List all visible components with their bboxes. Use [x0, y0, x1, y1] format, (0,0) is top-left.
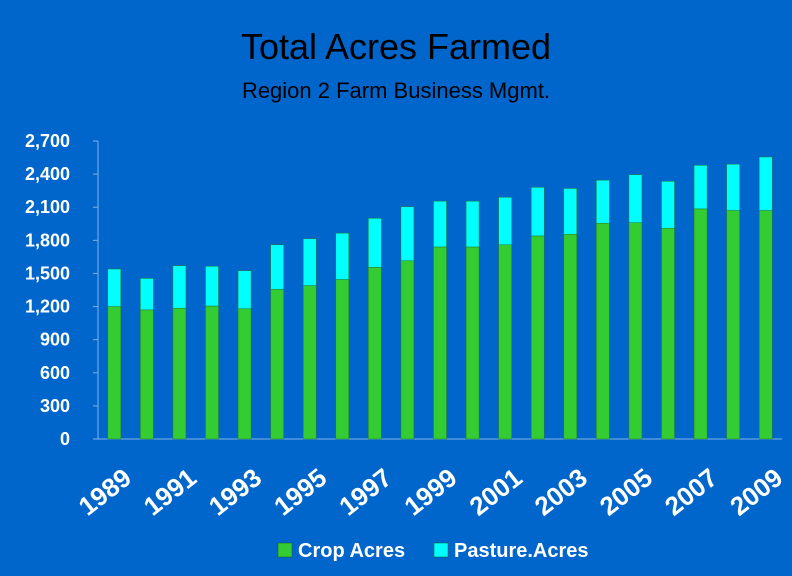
x-tick-label: 2003 — [529, 462, 593, 521]
bar-pasture-acres — [726, 163, 740, 211]
bar-crop-acres — [693, 208, 708, 440]
bar-crop-acres — [205, 305, 219, 440]
bar-pasture-acres — [302, 238, 317, 286]
bar-pasture-acres — [758, 156, 773, 211]
bar-crop-acres — [335, 279, 350, 440]
bar-pasture-acres — [400, 206, 415, 262]
bar-pasture-acres — [563, 188, 578, 235]
bar-pasture-acres — [335, 232, 350, 280]
bar-pasture-acres — [205, 266, 219, 307]
x-tick-label: 1999 — [398, 462, 462, 521]
bar-crop-acres — [368, 267, 382, 440]
bar-pasture-acres — [530, 187, 545, 237]
y-tick-label: 600 — [40, 363, 70, 383]
bar-pasture-acres — [693, 165, 708, 210]
bar-pasture-acres — [661, 181, 675, 229]
bar-crop-acres — [172, 307, 187, 440]
x-tick-label: 2007 — [659, 462, 723, 521]
legend-swatch-crop — [277, 542, 293, 558]
bar-crop-acres — [302, 285, 317, 440]
y-tick-label: 1,200 — [25, 297, 70, 317]
y-tick-label: 900 — [40, 330, 70, 350]
bar-pasture-acres — [433, 200, 447, 248]
bar-pasture-acres — [596, 179, 610, 224]
bar-crop-acres — [596, 222, 610, 440]
x-tick-label: 1995 — [268, 462, 332, 521]
bar-crop-acres — [237, 308, 252, 440]
bar-crop-acres — [465, 246, 480, 440]
bar-crop-acres — [433, 246, 447, 440]
x-tick-label: 2009 — [724, 462, 788, 521]
x-tick-label: 1997 — [333, 462, 397, 521]
y-tick-label: 2,700 — [25, 131, 70, 151]
y-tick-label: 2,400 — [25, 164, 70, 184]
bar-crop-acres — [400, 260, 415, 440]
bar-crop-acres — [107, 306, 122, 440]
bar-crop-acres — [563, 234, 578, 440]
x-tick-label: 1991 — [138, 462, 202, 521]
bar-pasture-acres — [465, 200, 480, 248]
x-tick-label: 2005 — [594, 462, 658, 521]
bar-pasture-acres — [628, 174, 643, 223]
bar-pasture-acres — [498, 197, 512, 245]
bar-crop-acres — [530, 235, 545, 440]
x-tick-label: 1989 — [73, 462, 137, 521]
bar-crop-acres — [758, 210, 773, 440]
bar-pasture-acres — [172, 265, 187, 309]
bar-pasture-acres — [140, 278, 154, 311]
bar-crop-acres — [270, 289, 284, 440]
chart-title: Total Acres Farmed — [240, 26, 552, 67]
y-tick-label: 0 — [60, 429, 70, 449]
y-tick-label: 300 — [40, 396, 70, 416]
y-tick-label: 2,100 — [25, 197, 70, 217]
bar-crop-acres — [140, 309, 154, 440]
bar-crop-acres — [628, 222, 643, 440]
legend-label-crop: Crop Acres — [298, 540, 405, 562]
x-tick-label: 2001 — [464, 462, 528, 521]
legend-swatch-pasture — [433, 542, 449, 558]
bar-pasture-acres — [107, 268, 122, 307]
bar-pasture-acres — [237, 270, 252, 310]
y-tick-label: 1,800 — [25, 230, 70, 250]
bar-crop-acres — [498, 244, 512, 440]
legend-label-pasture: Pasture.Acres — [454, 540, 589, 562]
x-tick-label: 1993 — [203, 462, 267, 521]
y-tick-label: 1,500 — [25, 263, 70, 283]
chart-subtitle: Region 2 Farm Business Mgmt. — [241, 78, 551, 103]
bar-pasture-acres — [368, 218, 382, 268]
bar-crop-acres — [661, 227, 675, 440]
bar-crop-acres — [726, 210, 740, 440]
bar-pasture-acres — [270, 244, 284, 290]
